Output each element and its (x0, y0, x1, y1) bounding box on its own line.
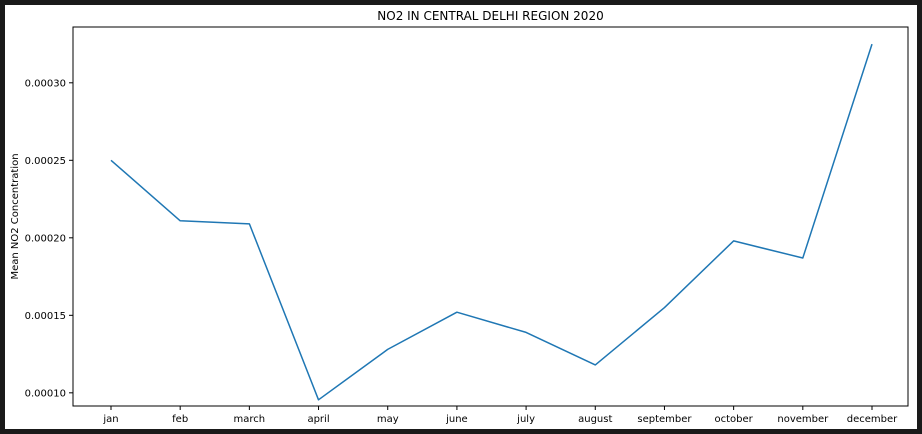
x-tick-label-october: october (714, 414, 753, 425)
x-tick-label-november: november (777, 414, 829, 425)
x-tick-label-august: august (578, 414, 612, 425)
x-tick-label-may: may (377, 414, 399, 425)
chart-title: NO2 IN CENTRAL DELHI REGION 2020 (377, 9, 603, 23)
y-tick-label: 0.00015 (25, 311, 66, 322)
series-line-0 (110, 43, 873, 401)
x-tick-label-june: june (445, 414, 468, 425)
y-tick-label: 0.00020 (25, 233, 66, 244)
x-tick-label-september: september (637, 414, 692, 425)
plot-area (72, 26, 909, 407)
y-tick-label: 0.00025 (25, 156, 66, 167)
y-tick-label: 0.00030 (25, 78, 66, 89)
x-axis: jan feb march april may june july august septemb… (102, 406, 898, 425)
y-axis: 0.00010 0.00015 0.00020 0.00025 0.00030 (25, 78, 73, 399)
x-tick-label-december: december (847, 414, 898, 425)
chart-background (5, 5, 917, 429)
x-tick-label-jan: jan (102, 414, 118, 425)
y-axis-label: Mean NO2 Concentration (10, 153, 21, 279)
y-tick-label: 0.00010 (25, 388, 66, 399)
x-tick-label-march: march (234, 414, 266, 425)
x-tick-label-feb: feb (172, 414, 188, 425)
x-tick-label-july: july (516, 414, 535, 425)
x-tick-label-april: april (307, 414, 329, 425)
series-layer (110, 43, 873, 401)
